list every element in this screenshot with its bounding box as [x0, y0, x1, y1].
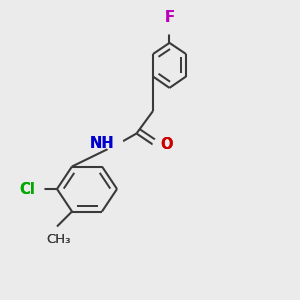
Text: F: F	[164, 10, 175, 25]
Text: Cl: Cl	[20, 182, 35, 196]
Text: O: O	[160, 137, 173, 152]
Text: NH: NH	[89, 136, 114, 151]
Text: NH: NH	[89, 136, 114, 151]
Text: F: F	[164, 10, 175, 25]
Text: Cl: Cl	[20, 182, 35, 196]
Text: CH₃: CH₃	[46, 233, 71, 246]
Text: CH₃: CH₃	[46, 233, 71, 246]
Text: O: O	[160, 137, 173, 152]
